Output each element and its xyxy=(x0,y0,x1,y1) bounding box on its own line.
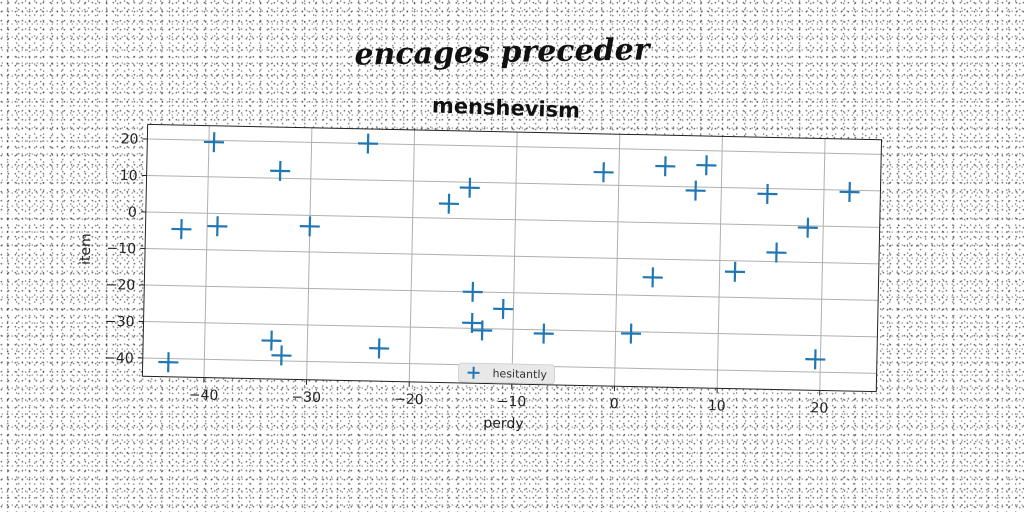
data-point xyxy=(621,323,642,344)
data-point xyxy=(685,180,706,201)
data-point xyxy=(839,181,860,203)
x-gridline xyxy=(819,138,826,391)
data-point xyxy=(766,242,787,263)
plot-frame xyxy=(141,123,883,393)
data-point xyxy=(158,352,179,373)
y-gridline xyxy=(147,138,882,155)
data-point xyxy=(270,160,291,181)
data-point xyxy=(724,261,746,282)
data-point xyxy=(493,298,514,319)
data-point xyxy=(757,183,778,204)
data-point xyxy=(462,312,483,333)
data-point xyxy=(593,162,614,183)
data-point xyxy=(271,345,292,366)
y-tick-label: −20 xyxy=(106,277,136,294)
y-gridline xyxy=(144,284,879,301)
plot-background xyxy=(142,124,882,392)
grid xyxy=(142,125,882,391)
data-points xyxy=(158,132,860,373)
y-tick-label: 0 xyxy=(128,205,137,221)
y-tick-label: −10 xyxy=(106,241,136,258)
data-point xyxy=(369,338,390,359)
data-point xyxy=(261,330,282,351)
x-tick-label: −10 xyxy=(497,394,527,411)
plot-area: −40 −30 −20 −10 0 10 20 −40 −30 −20 −10 0 10 20 hesit… xyxy=(78,123,883,432)
data-point xyxy=(462,281,483,302)
chart-suptitle: encages preceder xyxy=(354,32,652,72)
legend-marker xyxy=(467,366,480,379)
x-gridline xyxy=(203,125,210,378)
data-point xyxy=(805,349,826,370)
data-point xyxy=(797,217,818,238)
data-point xyxy=(472,320,493,341)
data-point xyxy=(438,193,459,214)
data-point xyxy=(171,219,192,240)
legend: hesitantly xyxy=(458,362,556,385)
data-point xyxy=(358,133,379,154)
data-point xyxy=(533,323,554,344)
data-point xyxy=(299,216,320,237)
y-tick-label: 20 xyxy=(120,131,138,147)
x-gridline xyxy=(716,136,723,389)
data-point xyxy=(696,155,717,176)
data-point xyxy=(459,177,480,198)
x-gridline xyxy=(408,129,416,382)
x-tick-label: −20 xyxy=(394,392,424,409)
ticks: −40 −30 −20 −10 0 10 20 −40 −30 −20 −10 0 10 20 xyxy=(104,131,828,416)
x-gridline xyxy=(614,134,621,387)
y-gridline xyxy=(143,321,878,338)
y-tick-label: −30 xyxy=(105,314,135,331)
y-gridline xyxy=(145,211,880,228)
y-gridline xyxy=(146,174,881,192)
x-tick-label: 10 xyxy=(708,398,726,414)
x-tick-label: 20 xyxy=(810,400,828,416)
x-axis-label: perdy xyxy=(483,415,524,432)
x-tick-label: −40 xyxy=(189,387,219,404)
data-point xyxy=(642,267,663,288)
x-tick-label: −30 xyxy=(291,389,321,406)
y-tick-label: −40 xyxy=(104,350,134,367)
y-gridline xyxy=(145,247,879,265)
x-gridline xyxy=(306,127,313,380)
legend-label: hesitantly xyxy=(492,367,547,381)
chart-title: menshevism xyxy=(432,93,581,122)
data-point xyxy=(207,216,228,237)
x-gridline xyxy=(511,132,518,385)
x-tick-label: 0 xyxy=(610,396,619,412)
data-point xyxy=(204,132,225,153)
legend-box xyxy=(458,362,556,385)
y-tick-label: 10 xyxy=(120,168,138,184)
data-point xyxy=(655,156,676,177)
y-axis-label: item xyxy=(78,233,95,265)
